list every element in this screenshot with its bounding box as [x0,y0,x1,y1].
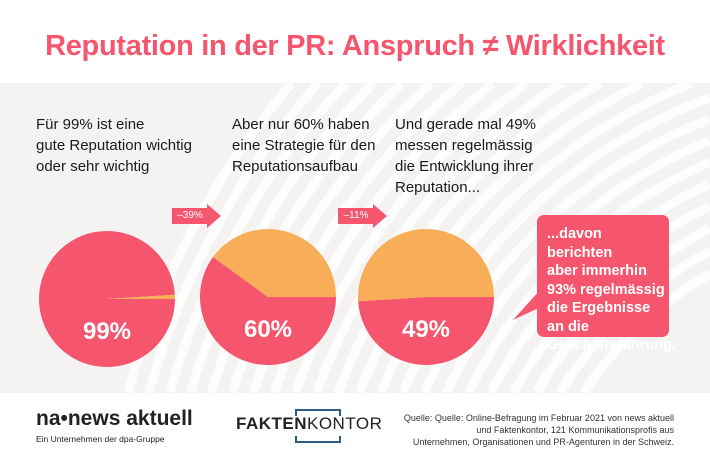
change-arrow-1: –39% [172,204,222,228]
pie-value-label: 49% [402,316,450,343]
pie-slice-yes [358,297,494,366]
pie-slice-rest [358,229,494,302]
news-aktuell-logo: na•news aktuell [36,407,193,430]
statement-3: Und gerade mal 49% messen regelmässig di… [395,116,536,196]
faktenkontor-frame-top [295,409,341,416]
pie-slice-rest [212,229,336,297]
change-label: –11% [338,208,374,224]
statement-1: Für 99% ist eine gute Reputation wichtig… [36,116,192,175]
faktenkontor-frame-bottom [295,436,341,443]
pie-value-label: 60% [244,316,292,343]
arrow-right-icon [373,204,387,228]
page-title: Reputation in der PR: Anspruch ≠ Wirklic… [45,30,665,62]
statement-2: Aber nur 60% haben eine Strategie für de… [232,116,376,175]
arrow-right-icon [207,204,221,228]
pie-slice-yes [200,257,336,365]
change-label: –39% [172,208,208,224]
faktenkontor-logo: FAKTENKONTOR [236,414,383,433]
stripe [186,83,377,393]
stripe [333,83,603,393]
stripe [312,83,565,393]
change-arrow-2: –11% [338,204,388,228]
pie-value-label: 99% [83,318,131,345]
pie-slice-rest [107,294,175,299]
source-note: Quelle: Quelle: Online-Befragung im Febr… [403,413,674,447]
news-aktuell-tagline: Ein Unternehmen der dpa-Gruppe [36,434,165,444]
callout-bubble: ...davon berichten aber immerhin 93% reg… [537,215,676,353]
pie-slice-yes [38,231,175,368]
stripe [165,83,349,393]
stripe [144,83,322,393]
